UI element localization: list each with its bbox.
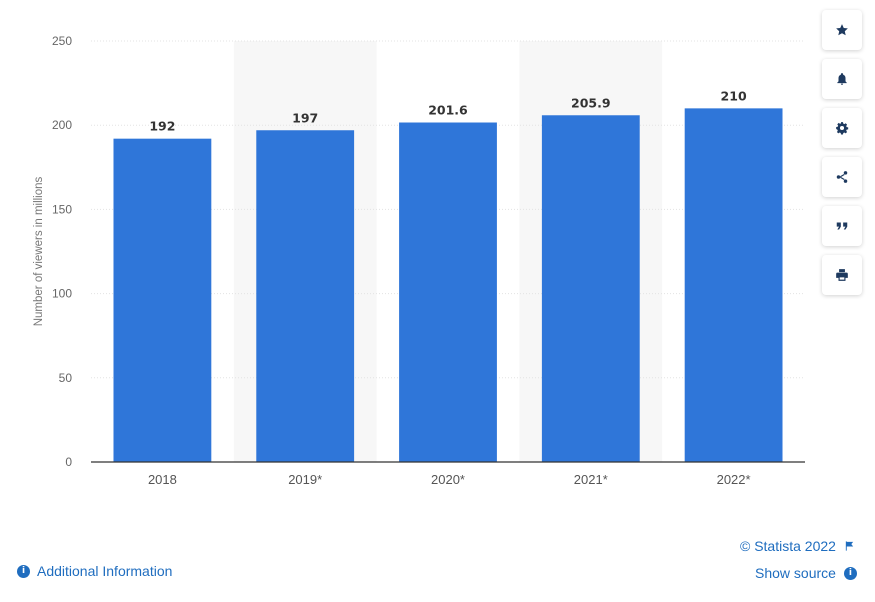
bar-chart: 0 50 100 150 200 250 192 197 201.6 205.9 210 2018… — [33, 34, 805, 487]
info-icon: i — [843, 566, 857, 580]
y-axis-title: Number of viewers in millions — [33, 176, 45, 326]
show-source-link[interactable]: Show source i — [755, 565, 857, 581]
x-tick-label: 2021* — [574, 472, 608, 487]
x-axis-labels: 2018 2019* 2020* 2021* 2022* — [148, 472, 751, 487]
bar — [541, 115, 640, 462]
y-tick-label: 150 — [52, 202, 72, 216]
flag-icon — [845, 541, 854, 551]
data-label: 205.9 — [571, 95, 611, 110]
x-tick-label: 2022* — [717, 472, 751, 487]
value-labels: 192 197 201.6 205.9 210 — [149, 88, 747, 133]
y-tick-label: 200 — [52, 118, 72, 132]
additional-information-text: Additional Information — [37, 563, 173, 579]
print-button[interactable] — [822, 255, 862, 295]
y-tick-label: 50 — [59, 371, 73, 385]
additional-information-link[interactable]: i Additional Information — [17, 563, 172, 579]
bell-icon — [837, 73, 847, 85]
quote-icon — [836, 222, 848, 230]
y-tick-label: 250 — [52, 34, 72, 48]
settings-button[interactable] — [822, 108, 862, 148]
y-tick-label: 100 — [52, 287, 72, 301]
copyright-link[interactable]: © Statista 2022 — [740, 538, 855, 554]
y-tick-label: 0 — [65, 455, 72, 469]
data-label: 210 — [721, 88, 747, 103]
x-tick-label: 2019* — [288, 472, 322, 487]
favorite-button[interactable] — [822, 10, 862, 50]
x-tick-label: 2020* — [431, 472, 465, 487]
bar — [684, 108, 783, 463]
chart-toolbar — [822, 10, 863, 304]
gear-icon — [836, 122, 849, 135]
alert-button[interactable] — [822, 59, 862, 99]
show-source-text: Show source — [755, 565, 836, 581]
info-icon: i — [17, 564, 30, 578]
data-label: 192 — [149, 119, 175, 134]
star-icon — [836, 24, 848, 36]
data-label: 197 — [292, 110, 318, 125]
copyright-text: © Statista 2022 — [740, 538, 836, 554]
share-button[interactable] — [822, 157, 862, 197]
x-tick-label: 2018 — [148, 472, 177, 487]
bar — [256, 130, 355, 462]
share-icon — [836, 171, 848, 183]
cite-button[interactable] — [822, 206, 862, 246]
data-label: 201.6 — [428, 103, 468, 118]
bar — [113, 138, 212, 462]
print-icon — [836, 269, 848, 281]
y-axis-ticks: 0 50 100 150 200 250 — [52, 34, 72, 469]
bar — [399, 122, 497, 462]
bars — [113, 108, 783, 463]
